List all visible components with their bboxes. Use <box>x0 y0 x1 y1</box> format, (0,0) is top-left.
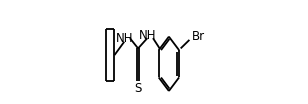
Text: S: S <box>134 82 142 95</box>
Text: NH: NH <box>116 32 133 45</box>
Text: NH: NH <box>139 29 156 42</box>
Text: Br: Br <box>192 30 205 43</box>
